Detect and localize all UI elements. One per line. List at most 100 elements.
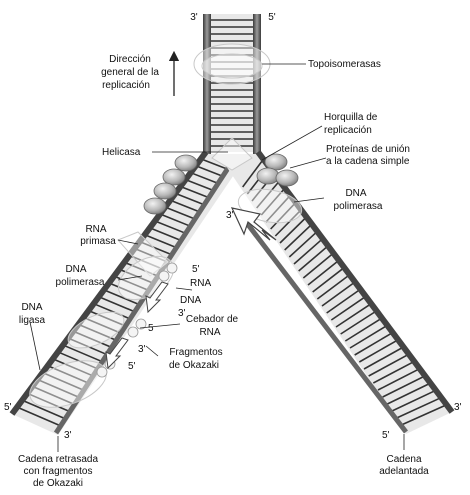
leader-lines	[29, 63, 405, 452]
base-pair-rung	[88, 309, 126, 327]
base-pair-rung	[159, 213, 191, 227]
base-pair-rung	[129, 254, 163, 270]
base-pair-rung	[52, 358, 94, 377]
base-pair-rung	[284, 223, 313, 251]
leading-new-backbone	[244, 220, 408, 434]
label-okazaki-5-b: 5	[148, 323, 154, 334]
primer-bead	[166, 262, 178, 274]
label-fork-line1: Horquilla de	[324, 112, 378, 123]
base-pair-rung	[98, 296, 136, 313]
label-lagging-line2: con fragmentos	[24, 466, 93, 477]
label-topoisomerases: Topoisomerasas	[308, 59, 381, 70]
base-pair-rung	[302, 252, 334, 279]
base-pair-rung	[354, 331, 394, 356]
base-pair-rung	[78, 323, 117, 342]
label-lagging-line3: de Okazaki	[33, 478, 83, 489]
lagging-synthesis-arrow-1	[145, 281, 169, 314]
leading-synthesis-arrow	[230, 207, 277, 241]
label-direction-line1: Dirección	[109, 54, 151, 65]
base-pair-rung	[93, 302, 131, 320]
label-rna-primase-line2: primasa	[80, 236, 116, 247]
label-dnapol-right-line2: polimerasa	[334, 201, 383, 212]
base-pair-rung	[358, 339, 399, 363]
label-leading-line1: Cadena	[386, 454, 421, 465]
base-pair-rung	[386, 382, 431, 405]
base-pair-rung	[316, 274, 351, 300]
label-dnapol-right-line1: DNA	[345, 188, 366, 199]
base-pair-rung	[335, 303, 372, 328]
base-pair-rung	[270, 202, 297, 230]
rna-primase-shape	[117, 231, 169, 277]
label-dna-small: DNA	[180, 295, 201, 306]
base-pair-rung	[401, 404, 447, 426]
ssb-ball	[153, 182, 177, 200]
base-pair-rung	[190, 171, 219, 185]
base-pair-rung	[312, 266, 345, 293]
base-pair-rung	[47, 365, 89, 384]
base-pair-rung	[37, 378, 80, 399]
base-pair-rung	[340, 310, 377, 335]
label-right-bottom-3p: 3'	[454, 402, 462, 413]
base-pair-rung	[274, 209, 302, 237]
base-pair-rung	[326, 288, 361, 314]
base-pair-rung	[72, 330, 112, 349]
base-pair-rung	[391, 389, 437, 412]
label-okazaki-5p-a: 5'	[192, 264, 200, 275]
lagging-new-backbone	[53, 160, 235, 435]
base-pair-rung	[32, 385, 75, 406]
base-pair-rung	[307, 259, 340, 286]
lagging-synthesis-arrow-2	[105, 337, 129, 370]
leader-fragments	[145, 345, 159, 357]
base-pair-rung	[16, 406, 61, 427]
base-pair-rung	[169, 199, 200, 213]
leading-base-pairs	[242, 158, 447, 426]
base-pair-rung	[377, 367, 421, 391]
base-pair-rung	[372, 360, 415, 384]
label-fork-line2: replicación	[324, 125, 372, 136]
base-pair-rung	[154, 220, 186, 235]
base-pair-rung	[382, 375, 426, 398]
base-pair-rung	[42, 371, 85, 391]
base-pair-rung	[83, 316, 122, 334]
label-leading-line2: adelantada	[379, 466, 429, 477]
base-pair-rung	[330, 295, 367, 321]
topoisomerase-shape-2	[201, 53, 263, 79]
base-pair-rung	[57, 351, 98, 370]
lagging-arm	[9, 150, 248, 435]
label-ssb-line1: Proteínas de unión	[326, 144, 410, 155]
base-pair-rung	[180, 185, 210, 199]
base-pair-rung	[67, 337, 108, 356]
base-pair-rung	[21, 399, 66, 420]
label-top-right-5p: 5'	[268, 12, 276, 23]
label-ssb-line2: a la cadena simple	[326, 156, 410, 167]
leading-arm	[218, 150, 455, 434]
helicase-shape	[211, 137, 253, 171]
direction-arrows	[105, 50, 277, 370]
label-direction-line3: replicación	[102, 80, 150, 91]
single-strand-binding-proteins	[143, 153, 299, 215]
lagging-base-pairs	[16, 158, 228, 427]
base-pair-rung	[200, 158, 228, 170]
label-fragments-line1: Fragmentos	[169, 347, 222, 358]
base-pair-rung	[368, 353, 410, 377]
label-right-bottom-5p: 5'	[382, 430, 390, 441]
leader-rna-primase	[117, 239, 139, 245]
ssb-ball	[264, 153, 288, 171]
label-dnapol-left-line1: DNA	[65, 264, 86, 275]
leader-primer	[139, 323, 181, 329]
label-leading-3p: 3'	[226, 210, 234, 221]
base-pair-rung	[363, 346, 404, 370]
base-pair-rung	[288, 230, 318, 258]
label-lagging-line1: Cadena retrasada	[18, 454, 98, 465]
base-pair-rung	[62, 344, 103, 363]
base-pair-rung	[139, 240, 173, 256]
label-top-left-3p: 3'	[190, 12, 198, 23]
ssb-ball	[275, 169, 299, 187]
dna-ligase-shape	[67, 311, 125, 349]
ssb-ball	[256, 167, 280, 185]
base-pair-rung	[265, 194, 291, 223]
base-pair-rung	[175, 192, 205, 206]
leader-ligase	[29, 321, 41, 371]
base-pair-rung	[396, 396, 442, 419]
